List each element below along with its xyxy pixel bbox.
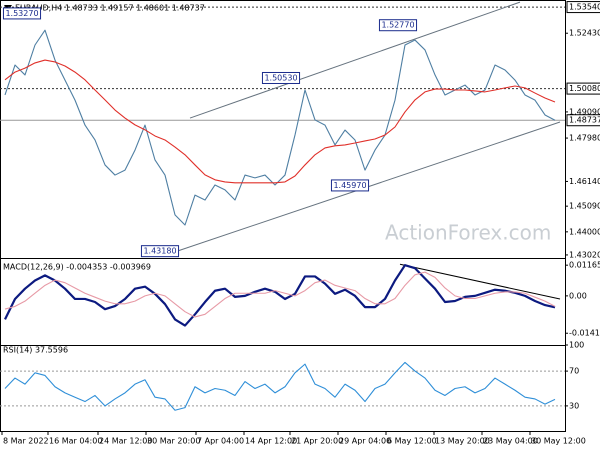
boxed-label: 1.53540 (569, 3, 600, 12)
boxed-label: 1.50530 (264, 73, 297, 82)
y-tick-label: 1.46140 (569, 177, 600, 186)
label-box (378, 19, 418, 32)
boxed-label: 1.52770 (381, 21, 414, 30)
boxed-label: 1.45970 (333, 181, 366, 190)
plot-frame (0, 0, 566, 432)
y-tick-label: 1.43020 (569, 250, 600, 259)
x-tick-label: 6 May 12:00 (387, 437, 437, 446)
chart-title: EURAUD,H4 1.48733 1.49157 1.48601 1.4873… (15, 4, 205, 13)
x-tick-label: 14 Apr 12:00 (245, 437, 297, 446)
x-tick-label: 8 Mar 2022 (3, 437, 49, 446)
boxed-label: 1.50080 (569, 84, 600, 93)
x-tick-label: 29 Apr 04:00 (339, 437, 391, 446)
y-tick-label: 0.01165 (569, 261, 600, 270)
rsi-title: RSI(14) 37.5596 (3, 346, 68, 355)
series-line (4, 271, 556, 318)
series-line (4, 59, 556, 184)
label-box (2, 7, 42, 20)
label-box (330, 179, 370, 192)
x-tick-label: 30 May 12:00 (531, 437, 586, 446)
x-tick-label: 30 Mar 20:00 (147, 437, 200, 446)
label-box (566, 1, 600, 14)
y-tick-label: 1.49090 (569, 107, 600, 116)
y-tick-label: 30 (569, 401, 579, 410)
label-box (566, 82, 600, 95)
x-tick-label: 16 Mar 04:00 (49, 437, 102, 446)
boxed-label: 1.48737 (569, 116, 600, 125)
watermark: ActionForex.com (385, 221, 551, 245)
x-tick-label: 23 May 04:00 (483, 437, 538, 446)
boxed-label: 1.53270 (5, 9, 38, 18)
series-line (4, 29, 556, 226)
y-tick-label: 70 (569, 367, 579, 376)
label-box (261, 71, 301, 84)
y-tick-label: 1.45090 (569, 202, 600, 211)
boxed-label: 1.43180 (143, 247, 176, 256)
label-box (140, 245, 180, 258)
x-tick-label: 7 Apr 04:00 (197, 437, 244, 446)
y-tick-label: 100 (569, 341, 584, 350)
trend-line (399, 263, 561, 300)
y-tick-label: 0.00 (569, 291, 587, 300)
x-tick-label: 21 Apr 20:00 (291, 437, 343, 446)
trend-line (189, 1, 521, 119)
y-tick-label: -0.014174 (569, 329, 600, 338)
y-tick-label: 1.47980 (569, 134, 600, 143)
x-tick-label: 13 May 20:00 (435, 437, 490, 446)
label-box (566, 114, 600, 127)
y-tick-label: 1.44000 (569, 227, 600, 236)
x-tick-label: 24 Mar 12:00 (99, 437, 152, 446)
macd-title: MACD(12,26,9) -0.004353 -0.003969 (3, 263, 151, 272)
series-line (4, 361, 556, 411)
y-tick-label: 1.52430 (569, 29, 600, 38)
